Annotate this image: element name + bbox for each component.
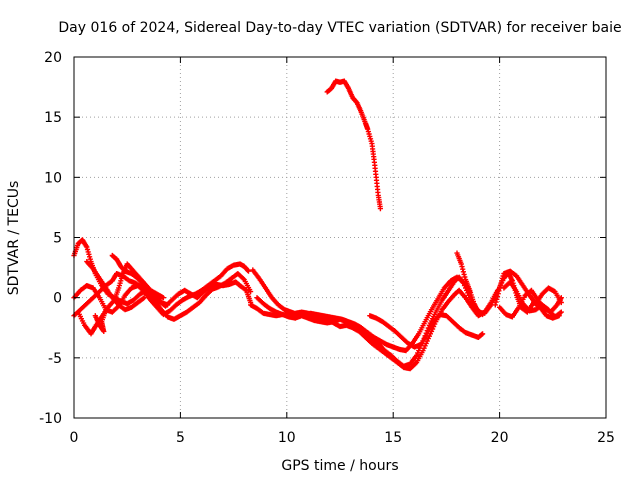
grid-lines (74, 57, 606, 418)
series-arc-j (250, 267, 473, 354)
series-arc-g (109, 252, 171, 308)
series-markers (367, 311, 486, 350)
series-arc-p (501, 279, 564, 320)
series-arc-e (84, 259, 147, 313)
y-tick-label: 15 (44, 110, 62, 126)
y-tick-label: -10 (39, 411, 62, 427)
series-arc-f (92, 307, 109, 334)
x-tick-label: 5 (176, 430, 185, 446)
x-ticks: 0 5 10 15 20 25 (70, 57, 615, 446)
x-tick-label: 0 (70, 430, 79, 446)
y-ticks: -10 -5 0 5 10 15 20 (39, 50, 606, 427)
series-markers (109, 252, 171, 308)
x-tick-label: 10 (278, 430, 296, 446)
series-arc-l (324, 78, 383, 212)
series-markers (324, 78, 383, 212)
series-markers (250, 267, 473, 354)
data-series (71, 78, 564, 372)
series-markers (84, 259, 147, 313)
series-markers (501, 279, 564, 320)
series-markers (248, 274, 486, 369)
y-tick-label: 0 (53, 291, 62, 307)
y-tick-label: 10 (44, 170, 62, 186)
series-arc-k (367, 311, 486, 350)
y-tick-label: -5 (48, 351, 62, 367)
series-markers (92, 307, 109, 334)
x-axis-label: GPS time / hours (281, 458, 398, 474)
chart-title: Day 016 of 2024, Sidereal Day-to-day VTE… (58, 20, 621, 36)
series-arc-h (248, 274, 486, 369)
y-axis-label: SDTVAR / TECUs (6, 181, 22, 296)
x-tick-label: 20 (491, 430, 509, 446)
x-tick-label: 25 (597, 430, 615, 446)
y-tick-label: 5 (53, 231, 62, 247)
x-tick-label: 15 (384, 430, 402, 446)
y-tick-label: 20 (44, 50, 62, 66)
